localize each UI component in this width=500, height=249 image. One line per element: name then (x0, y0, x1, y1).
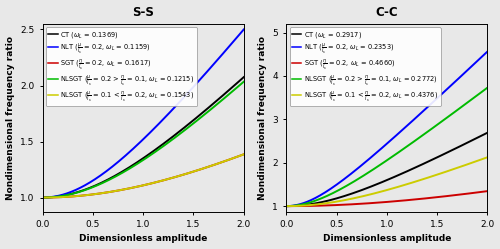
X-axis label: Dimensionless amplitude: Dimensionless amplitude (79, 235, 208, 244)
Legend: CT ($\omega_L$ = 0.1369), NLT ($\frac{\mu}{l_s}$ = 0.2, $\omega_L$ = 0.1159), SG: CT ($\omega_L$ = 0.1369), NLT ($\frac{\m… (46, 27, 197, 106)
Y-axis label: Nondimensional frequency ratio: Nondimensional frequency ratio (258, 36, 267, 200)
Legend: CT ($\omega_L$ = 0.2917), NLT ($\frac{\mu}{l_s}$ = 0.2, $\omega_L$ = 0.2353), SG: CT ($\omega_L$ = 0.2917), NLT ($\frac{\m… (290, 27, 440, 106)
Title: C-C: C-C (376, 5, 398, 19)
Title: S-S: S-S (132, 5, 154, 19)
Y-axis label: Nondimensional frequency ratio: Nondimensional frequency ratio (6, 36, 15, 200)
X-axis label: Dimensionless amplitude: Dimensionless amplitude (322, 235, 451, 244)
